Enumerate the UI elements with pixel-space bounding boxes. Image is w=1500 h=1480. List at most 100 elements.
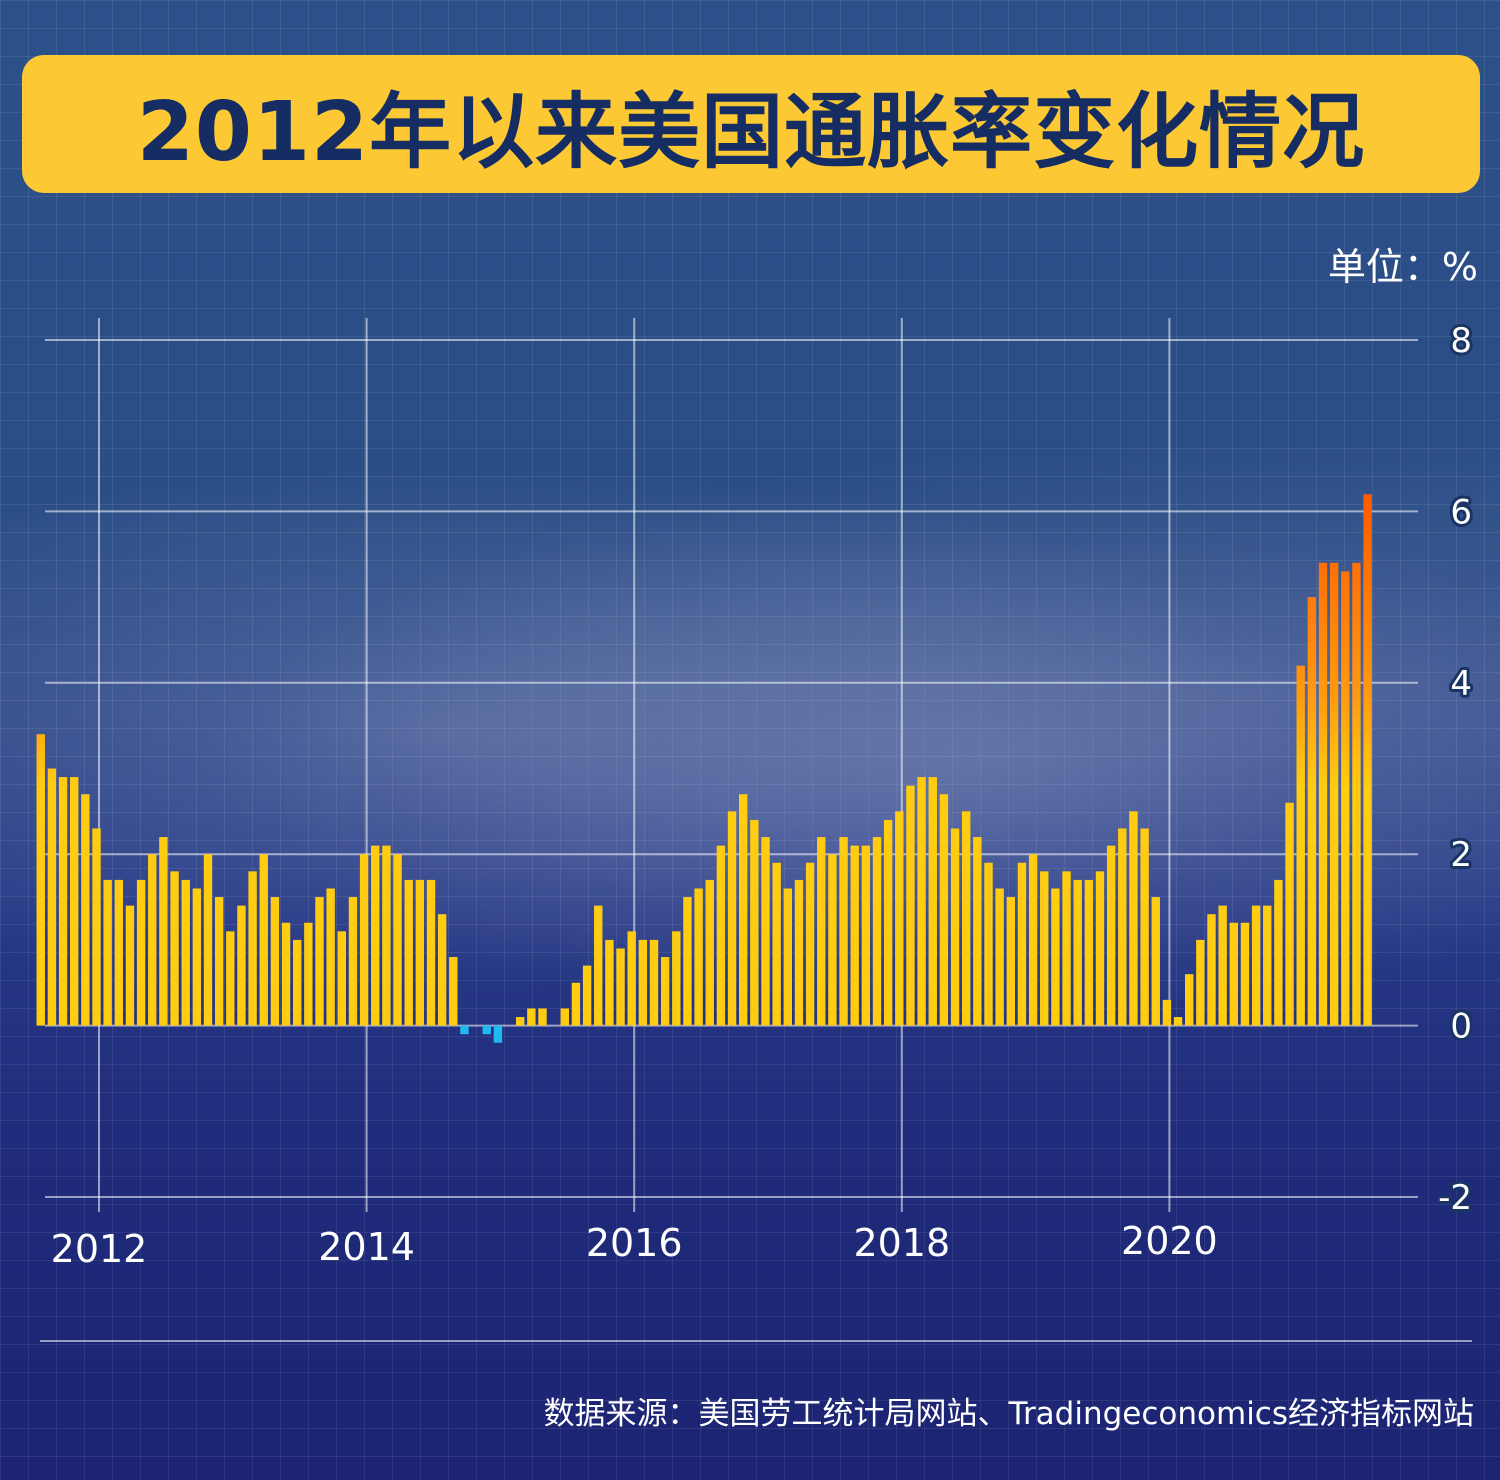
bar xyxy=(1307,597,1317,1026)
bar xyxy=(103,879,112,1026)
bar xyxy=(939,794,949,1026)
bar xyxy=(660,957,670,1026)
bar xyxy=(460,1025,469,1035)
bar xyxy=(883,819,893,1026)
bar xyxy=(281,922,291,1026)
bar xyxy=(750,819,759,1026)
bar xyxy=(895,811,904,1026)
bar xyxy=(1106,845,1116,1026)
x-tick-label: 2012 xyxy=(51,1227,148,1271)
bar xyxy=(1173,1017,1183,1026)
bar xyxy=(683,897,692,1026)
bar xyxy=(371,845,380,1026)
bar xyxy=(817,837,826,1026)
bar xyxy=(1329,562,1339,1026)
bar xyxy=(1229,922,1238,1026)
bar xyxy=(638,939,648,1026)
bar xyxy=(437,914,447,1026)
bar xyxy=(1341,571,1350,1026)
bar xyxy=(1006,897,1015,1026)
bar xyxy=(917,777,926,1026)
bar xyxy=(1118,828,1127,1026)
unit-label: 单位：% xyxy=(1327,245,1478,289)
bar xyxy=(761,837,770,1026)
bar xyxy=(382,845,391,1026)
bar xyxy=(47,768,57,1026)
bar xyxy=(270,897,280,1026)
y-tick-label: 8 xyxy=(1450,321,1472,361)
bar xyxy=(1363,494,1372,1026)
bar xyxy=(404,879,413,1026)
bar xyxy=(1251,905,1261,1026)
y-tick-label: 6 xyxy=(1450,492,1472,532)
bar xyxy=(694,888,703,1026)
horizontal-gridlines xyxy=(45,339,1418,1198)
bar xyxy=(861,845,871,1026)
bar xyxy=(805,862,815,1026)
bar xyxy=(1162,999,1172,1026)
bar xyxy=(1151,897,1160,1026)
bar xyxy=(1185,974,1194,1026)
bar xyxy=(973,837,982,1026)
bar xyxy=(348,897,358,1026)
bar xyxy=(516,1017,525,1026)
bar xyxy=(950,828,960,1026)
source-note: 数据来源：美国劳工统计局网站、Tradingeconomics经济指标网站 xyxy=(543,1396,1474,1432)
x-tick-label: 2020 xyxy=(1121,1219,1218,1263)
bar xyxy=(326,888,335,1026)
bar xyxy=(1274,879,1283,1026)
bar xyxy=(560,1008,569,1026)
bar xyxy=(36,734,45,1026)
bar xyxy=(359,854,369,1026)
bar xyxy=(70,777,79,1026)
y-axis-ticks: 8 6 4 2 0 -2 xyxy=(1435,318,1475,1221)
bar xyxy=(482,1025,491,1035)
bar xyxy=(170,871,179,1026)
bar xyxy=(136,879,146,1026)
bar xyxy=(1028,854,1038,1026)
chart-title: 2012年以来美国通胀率变化情况 xyxy=(136,84,1366,180)
bar xyxy=(159,837,168,1026)
bar xyxy=(783,888,792,1026)
bar xyxy=(649,939,659,1026)
inflation-bar-chart: 8 6 4 2 0 -2 2012 2014 2016 2018 2020 xyxy=(36,318,1475,1271)
bar xyxy=(1062,871,1071,1026)
bar xyxy=(538,1008,547,1026)
bar xyxy=(995,888,1004,1026)
bar xyxy=(214,897,224,1026)
bar xyxy=(426,879,436,1026)
bar xyxy=(672,931,681,1026)
bar xyxy=(92,828,101,1026)
bar xyxy=(716,845,726,1026)
bar xyxy=(1196,939,1205,1026)
bar xyxy=(571,982,581,1026)
x-tick-label: 2018 xyxy=(853,1221,950,1265)
bar xyxy=(114,879,123,1026)
bar xyxy=(293,939,302,1026)
bar xyxy=(259,854,268,1026)
bar xyxy=(337,931,346,1026)
bar xyxy=(415,879,425,1026)
bar xyxy=(1352,562,1361,1026)
bar xyxy=(248,871,257,1026)
bar xyxy=(1296,665,1305,1026)
bar xyxy=(1129,811,1138,1026)
bar xyxy=(1318,562,1328,1026)
bar xyxy=(1051,888,1060,1026)
bar xyxy=(203,854,213,1026)
bar xyxy=(493,1025,503,1043)
bar xyxy=(1040,871,1049,1026)
vertical-gridlines xyxy=(98,318,1171,1212)
bar xyxy=(705,879,714,1026)
bar xyxy=(1017,862,1027,1026)
bar xyxy=(393,854,402,1026)
y-tick-label: 4 xyxy=(1450,664,1472,704)
bar xyxy=(906,785,915,1026)
bar xyxy=(1140,828,1149,1026)
bar xyxy=(928,777,937,1026)
bar xyxy=(839,837,848,1026)
bar xyxy=(1095,871,1105,1026)
bar xyxy=(527,1008,536,1026)
bar xyxy=(627,931,636,1026)
bar xyxy=(1263,905,1272,1026)
